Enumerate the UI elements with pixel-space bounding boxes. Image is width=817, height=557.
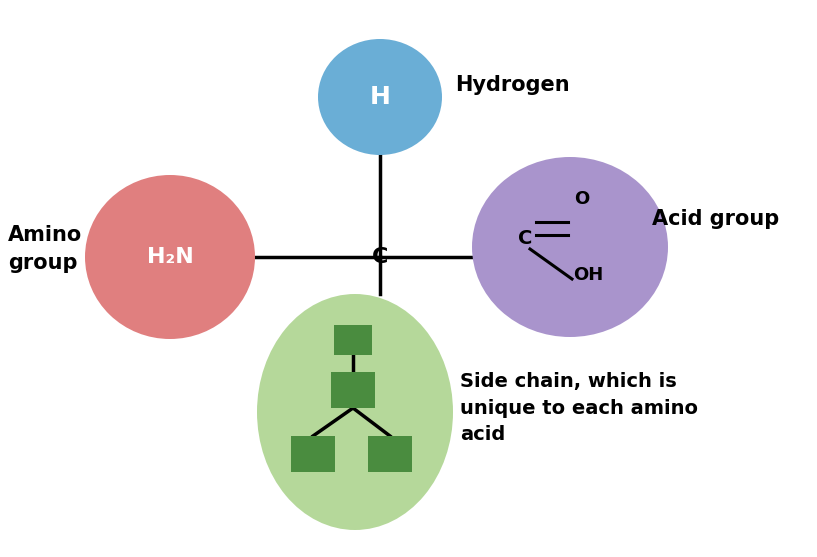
Text: OH: OH [573, 266, 603, 284]
Bar [334, 325, 372, 355]
Text: Amino
group: Amino group [8, 225, 83, 273]
Bar [291, 436, 335, 472]
Bar [331, 372, 375, 408]
Text: O: O [574, 190, 590, 208]
Text: C: C [372, 247, 388, 267]
Bar [368, 436, 412, 472]
Text: Side chain, which is
unique to each amino
acid: Side chain, which is unique to each amin… [460, 372, 698, 444]
Ellipse shape [257, 294, 453, 530]
Ellipse shape [318, 39, 442, 155]
Text: H: H [369, 85, 391, 109]
Text: Acid group: Acid group [652, 209, 779, 229]
Ellipse shape [472, 157, 668, 337]
Ellipse shape [85, 175, 255, 339]
Text: C: C [518, 229, 532, 248]
Text: Hydrogen: Hydrogen [455, 75, 569, 95]
Text: H₂N: H₂N [146, 247, 194, 267]
